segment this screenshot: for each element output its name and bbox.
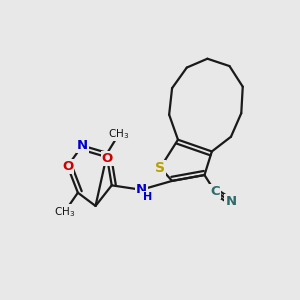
Text: S: S: [155, 161, 165, 175]
Text: N: N: [77, 139, 88, 152]
Text: N: N: [136, 183, 147, 196]
Text: O: O: [62, 160, 73, 173]
Text: H: H: [143, 192, 152, 202]
Text: C: C: [210, 185, 220, 198]
Text: CH$_3$: CH$_3$: [109, 127, 130, 141]
Text: N: N: [225, 195, 236, 208]
Text: O: O: [102, 152, 113, 165]
Text: CH$_3$: CH$_3$: [54, 205, 75, 219]
